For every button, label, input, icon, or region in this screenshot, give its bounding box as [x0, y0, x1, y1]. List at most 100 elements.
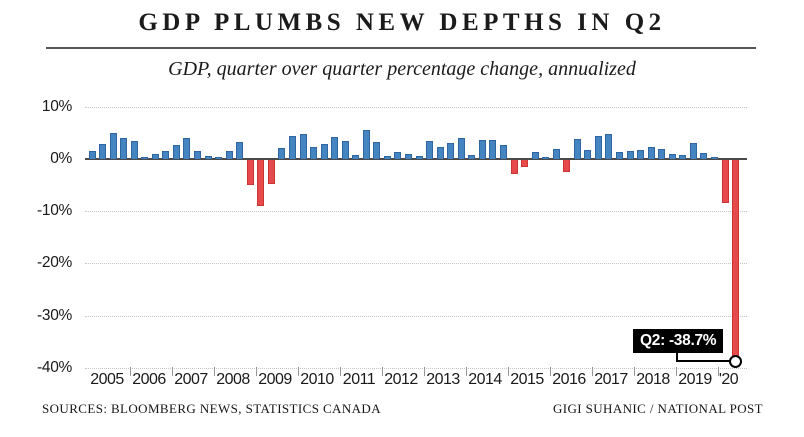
- bar-2020Q2: [732, 160, 740, 362]
- bar-2019Q2: [689, 143, 697, 159]
- bar-2011Q2: [352, 154, 360, 159]
- bar-2005Q1: [88, 150, 96, 159]
- gridline--10: [85, 211, 747, 213]
- bar-2009Q3: [278, 148, 286, 159]
- title-divider: [46, 47, 756, 49]
- bar-2011Q1: [341, 141, 349, 159]
- bar-2007Q2: [183, 138, 191, 159]
- x-year-label-2012: 2012: [384, 371, 418, 388]
- x-axis-tick: [424, 367, 425, 376]
- x-year-label-2016: 2016: [552, 371, 586, 388]
- author-credit: GIGI SUHANIC / NATIONAL POST: [552, 401, 763, 416]
- x-axis-tick: [508, 367, 509, 376]
- x-axis-tick: [550, 367, 551, 376]
- annotation-connector-horizontal: [676, 360, 730, 362]
- bar-2010Q2: [310, 146, 318, 159]
- bar-2019Q3: [700, 152, 708, 159]
- x-year-label-2017: 2017: [594, 371, 628, 388]
- bar-2015Q4: [542, 157, 550, 159]
- bar-2015Q2: [521, 160, 529, 168]
- bar-2020Q1: [721, 160, 729, 204]
- y-tick-label--10: -10%: [37, 202, 72, 220]
- y-tick-label-10: 10%: [41, 97, 72, 115]
- y-tick-label-0: 0%: [50, 150, 72, 167]
- bar-2012Q1: [383, 155, 391, 159]
- bar-2005Q4: [120, 137, 128, 159]
- bar-2010Q3: [320, 144, 328, 159]
- bar-2016Q4: [584, 150, 592, 159]
- x-year-label-2008: 2008: [216, 371, 250, 388]
- annotation-connector-vertical: [676, 353, 678, 362]
- bar-2016Q3: [573, 138, 581, 159]
- x-year-label-2013: 2013: [426, 371, 460, 388]
- bar-2010Q1: [299, 134, 307, 159]
- x-axis-tick: [676, 367, 677, 376]
- x-year-label-2010: 2010: [300, 371, 334, 388]
- x-year-label-2011: 2011: [342, 371, 376, 388]
- x-axis-tick: [340, 367, 341, 376]
- plot-area: Q2: -38.7%: [85, 100, 747, 375]
- bar-2014Q2: [478, 140, 486, 159]
- chart-subtitle: GDP, quarter over quarter percentage cha…: [168, 58, 636, 80]
- x-axis-tick: [718, 367, 719, 376]
- x-axis-tick: [466, 367, 467, 376]
- chart-title: GDP PLUMBS NEW DEPTHS IN Q2: [138, 9, 666, 36]
- x-year-label-2006: 2006: [132, 371, 166, 388]
- bar-2013Q2: [436, 146, 444, 159]
- bar-2009Q1: [257, 160, 265, 207]
- y-axis: 10% 0% -10% -20% -30% -40%: [0, 97, 72, 376]
- x-year-label-2019: 2019: [678, 371, 712, 388]
- bar-2013Q4: [457, 138, 465, 159]
- bar-2012Q4: [415, 155, 423, 159]
- bar-2013Q3: [447, 142, 455, 159]
- bar-2005Q3: [109, 133, 117, 159]
- zero-axis-line: [85, 158, 747, 160]
- x-year-label-2009: 2009: [258, 371, 292, 388]
- bar-2017Q3: [616, 152, 623, 159]
- bar-2017Q1: [594, 135, 602, 159]
- x-year-label-2007: 2007: [174, 371, 208, 388]
- bar-2009Q4: [288, 136, 296, 159]
- gridline-10: [85, 106, 747, 108]
- bar-2013Q1: [426, 141, 434, 159]
- bar-2008Q3: [236, 142, 244, 159]
- x-year-label-2005: 2005: [90, 371, 124, 388]
- y-tick-label--30: -30%: [37, 306, 72, 324]
- bar-2014Q3: [489, 139, 497, 159]
- bar-2017Q4: [626, 151, 634, 159]
- bar-2008Q1: [215, 156, 223, 159]
- bar-2014Q4: [499, 145, 507, 159]
- bar-2006Q2: [141, 156, 149, 159]
- bar-2016Q1: [552, 149, 560, 159]
- x-axis-tick: [634, 367, 635, 376]
- bar-2018Q1: [637, 150, 645, 159]
- x-axis-tick: [298, 367, 299, 376]
- bar-2007Q3: [194, 150, 201, 159]
- x-year-label-20: '20: [718, 371, 739, 388]
- x-year-label-2018: 2018: [636, 371, 670, 388]
- bar-2010Q4: [331, 137, 339, 159]
- gridline--20: [85, 263, 747, 265]
- bar-2017Q2: [605, 134, 613, 159]
- x-axis-tick: [382, 367, 383, 376]
- annotation-point-marker: [729, 355, 742, 368]
- bar-2007Q1: [172, 145, 180, 159]
- bar-2018Q2: [647, 146, 655, 159]
- bar-2019Q4: [710, 156, 718, 159]
- bar-2009Q2: [267, 160, 275, 184]
- bar-2011Q3: [362, 130, 370, 159]
- x-axis-tick: [214, 367, 215, 376]
- bar-2012Q3: [405, 153, 412, 159]
- x-axis-tick: [130, 367, 131, 376]
- gridline--30: [85, 315, 747, 317]
- x-year-label-2014: 2014: [468, 371, 502, 388]
- bar-2012Q2: [394, 152, 402, 159]
- bar-2018Q3: [658, 148, 666, 159]
- bar-2011Q4: [373, 142, 381, 159]
- bar-2016Q2: [563, 160, 571, 172]
- bar-2006Q4: [162, 151, 170, 159]
- sources-credit: SOURCES: BLOOMBERG NEWS, STATISTICS CANA…: [42, 401, 381, 416]
- bar-2008Q4: [246, 160, 254, 186]
- bar-2005Q2: [99, 143, 107, 159]
- annotation-callout: Q2: -38.7%: [633, 329, 724, 353]
